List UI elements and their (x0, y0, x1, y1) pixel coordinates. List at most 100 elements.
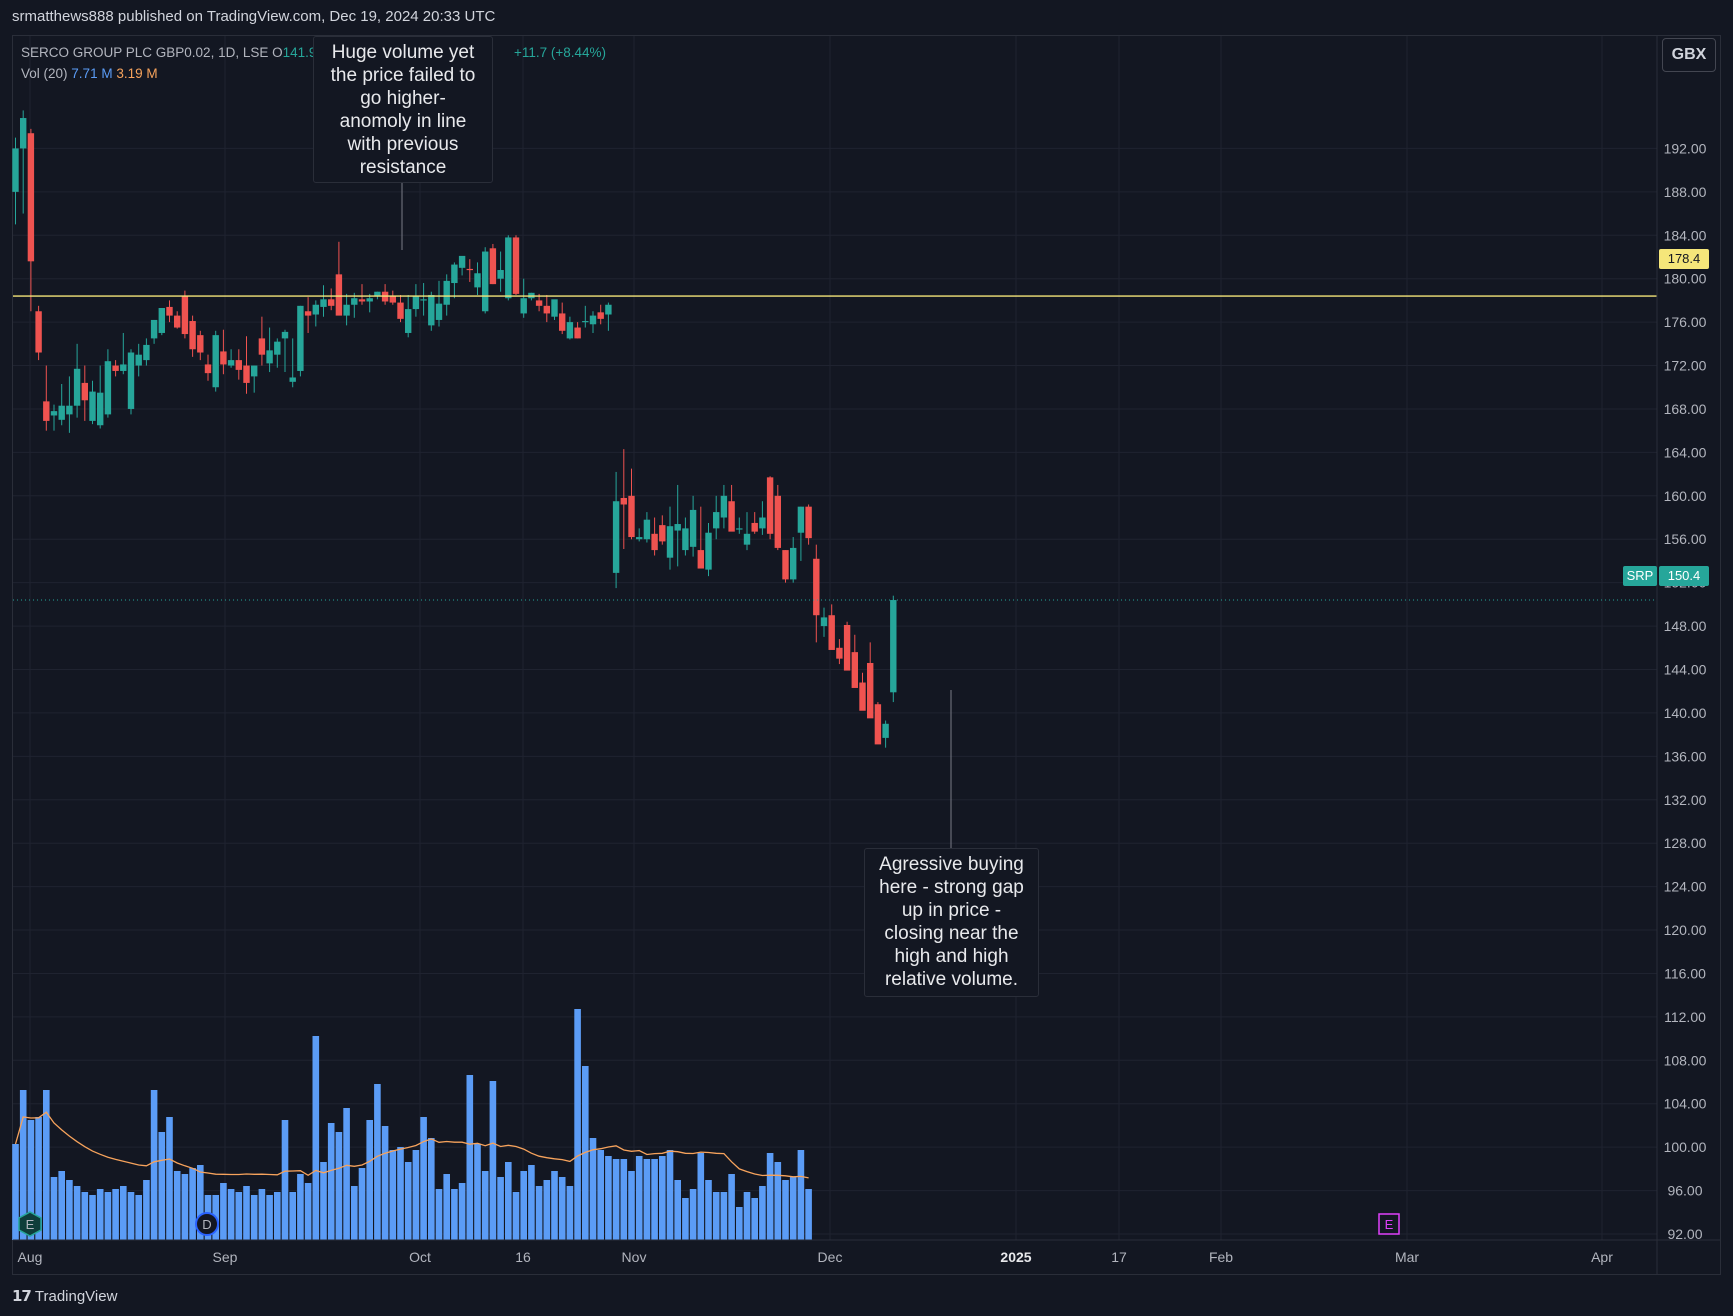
candle-body (435, 303, 443, 320)
candle-body (797, 506, 805, 533)
volume-bar (320, 1162, 327, 1240)
candle (612, 471, 620, 589)
candle (651, 517, 658, 556)
candle-body (281, 331, 289, 339)
candle (351, 292, 358, 318)
candle (736, 517, 743, 534)
legend-volume-ma: 3.19 M (116, 66, 158, 81)
volume-bar (766, 1153, 774, 1240)
candle-body (520, 298, 527, 314)
earnings-marker (1378, 1213, 1400, 1235)
candle-body (643, 519, 651, 540)
volume-bar (566, 1186, 574, 1240)
candle-body (405, 309, 412, 333)
candle-body (759, 517, 766, 529)
candle (643, 512, 651, 543)
y-tick-label: 188.00 (1664, 184, 1707, 200)
candle (227, 349, 235, 368)
volume-bar (659, 1156, 666, 1240)
candle-body (366, 298, 373, 302)
candle (435, 280, 443, 327)
candle-body (143, 344, 150, 361)
candle-body (551, 299, 558, 317)
candle (543, 294, 550, 323)
candle-body (535, 300, 543, 306)
candle-body (805, 506, 812, 539)
candle (620, 449, 627, 550)
candle-body (158, 308, 165, 333)
candle (689, 495, 697, 557)
candle (605, 302, 612, 331)
candle (589, 311, 597, 333)
legend-symbol: SERCO GROUP PLC GBP0.02, 1D, LSE (21, 45, 269, 60)
volume-bar (605, 1156, 612, 1240)
y-tick-label: 104.00 (1664, 1096, 1707, 1112)
candle-body (582, 321, 589, 323)
candle-body (251, 365, 258, 377)
volume-bar (235, 1192, 243, 1240)
candle-body (212, 335, 219, 388)
candle (451, 262, 458, 299)
volume-bar (297, 1174, 304, 1240)
candle-body (705, 532, 712, 570)
candle-body (420, 299, 427, 301)
volume-bar (443, 1174, 450, 1240)
candle (304, 297, 312, 333)
candle-body (505, 237, 512, 299)
volume-bar (620, 1159, 628, 1240)
candle-body (20, 118, 27, 149)
volume-bar (150, 1090, 158, 1240)
volume-bar (258, 1189, 266, 1240)
volume-bar (451, 1189, 458, 1240)
candle-body (104, 361, 112, 415)
candle (266, 327, 273, 373)
candle (828, 604, 835, 650)
y-tick-label: 156.00 (1664, 531, 1707, 547)
volume-bar (751, 1198, 758, 1240)
candle-body (659, 525, 666, 542)
candle (20, 110, 27, 214)
annotation-bottom[interactable]: Agressive buying here - strong gap up in… (864, 848, 1039, 997)
last-price-value: 150.4 (1659, 566, 1709, 586)
candle (713, 495, 720, 540)
candle (135, 343, 142, 377)
chart-legend: SERCO GROUP PLC GBP0.02, 1D, LSE O141.9 … (21, 42, 606, 84)
footer[interactable]: 𝟭𝟳 TradingView (12, 1285, 117, 1307)
candle (559, 302, 566, 335)
y-tick-label: 96.00 (1667, 1183, 1702, 1199)
candle-body (73, 368, 81, 406)
y-tick-label: 148.00 (1664, 618, 1707, 634)
volume-bar (397, 1147, 404, 1240)
candle-layer (12, 110, 897, 748)
candle (112, 360, 119, 377)
candle (235, 349, 242, 380)
volume-bar (366, 1120, 373, 1240)
candle (805, 504, 812, 545)
candle-body (328, 299, 335, 306)
currency-button[interactable]: GBX (1662, 38, 1716, 72)
volume-bar (250, 1195, 258, 1240)
candle (174, 311, 181, 329)
candle (158, 308, 165, 336)
candle-body (397, 302, 404, 319)
volume-bar (327, 1123, 335, 1240)
candle-body (589, 315, 597, 325)
volume-bar (458, 1183, 466, 1240)
candle (813, 544, 820, 643)
candle (636, 528, 643, 542)
volume-bar (558, 1177, 566, 1240)
candle-body (204, 364, 212, 374)
volume-bar (420, 1117, 427, 1240)
candle-body (389, 296, 396, 303)
candle-body (859, 682, 866, 711)
volume-bar (358, 1168, 366, 1240)
axis-layer: 92.00 96.00 100.00 104.00 108.00 112.00 116.00… (13, 36, 1720, 1275)
annotation-top[interactable]: Huge volume yet the price failed to go h… (313, 36, 493, 183)
event-marker-label: D (202, 1217, 211, 1232)
volume-bar (674, 1180, 681, 1240)
candle-body (112, 365, 119, 371)
candle-body (197, 335, 204, 353)
candle-body (428, 294, 435, 326)
